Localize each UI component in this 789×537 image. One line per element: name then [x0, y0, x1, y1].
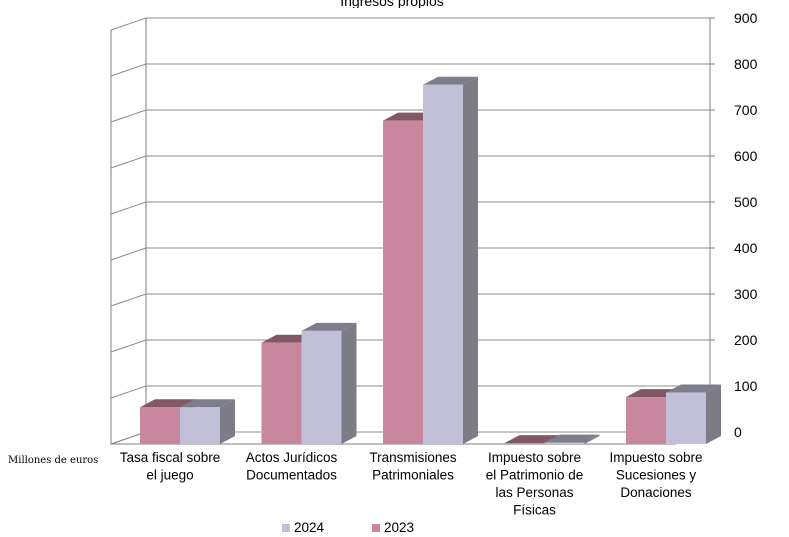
x-tick-label: Impuesto sobre: [488, 450, 581, 465]
legend-swatch: [282, 524, 290, 532]
bar-2024-3: [423, 76, 478, 445]
legend-item-2024: 2024: [282, 520, 325, 535]
legend-label: 2023: [384, 520, 414, 535]
wall-gridline: [110, 339, 147, 353]
bar-side: [706, 384, 721, 444]
x-tick-label: el Patrimonio de: [486, 468, 584, 483]
x-tick-label: el juego: [146, 468, 193, 483]
y-tick-label: 800: [734, 56, 758, 72]
bar-front: [666, 392, 706, 444]
x-tick-label: Actos Jurídicos: [246, 450, 338, 465]
bar-top: [504, 435, 560, 444]
y-tick-label: 200: [734, 332, 758, 348]
x-axis: Tasa fiscal sobre el juego Actos Jurídicos…: [120, 450, 703, 518]
legend-item-2023: 2023: [372, 520, 414, 535]
x-tick-label: Tasa fiscal sobre: [120, 450, 221, 465]
y-tick-label: 700: [734, 102, 758, 118]
wall-gridline: [110, 109, 147, 123]
legend: 2024 2023: [282, 520, 414, 535]
bar-front: [626, 397, 666, 444]
bar-top: [544, 434, 600, 443]
wall-gridline: [110, 385, 147, 399]
bar-front: [140, 407, 180, 444]
x-tick-label: las Personas: [495, 485, 573, 500]
bar-2024-2: [301, 322, 357, 444]
bar-front: [301, 330, 342, 444]
y-tick-label: 900: [734, 10, 758, 26]
wall-gridline: [110, 155, 147, 169]
left-wall: [110, 18, 147, 445]
bar-2024-5: [666, 384, 721, 444]
bar-side: [584, 434, 600, 444]
bar-top: [180, 399, 235, 408]
x-tick-label: Impuesto sobre: [609, 450, 702, 465]
bar-front: [261, 342, 302, 444]
x-tick-label: Documentados: [246, 468, 337, 483]
legend-label: 2024: [294, 520, 325, 535]
y-tick-label: 500: [734, 194, 758, 210]
y-axis: 0 100 200 300 400 500 600 700 800 900: [709, 10, 758, 440]
x-tick-label: Patrimoniales: [372, 468, 454, 483]
bar-side: [220, 399, 235, 444]
bar-front: [180, 407, 220, 444]
wall-gridline: [110, 247, 147, 261]
bar-front: [383, 120, 423, 445]
bar-top: [423, 76, 478, 85]
bar-top: [301, 322, 357, 331]
bar-top: [666, 384, 721, 393]
y-tick-label: 600: [734, 148, 758, 164]
bars: [140, 76, 721, 445]
x-tick-label: Transmisiones: [369, 450, 457, 465]
bar-2024-4: [544, 434, 600, 444]
y-tick-label: 0: [734, 424, 742, 440]
bar-front: [423, 84, 463, 445]
x-tick-label: Físicas: [513, 503, 556, 518]
wall-gridline: [110, 293, 147, 307]
bar-side: [341, 322, 357, 444]
y-tick-label: 300: [734, 286, 758, 302]
y-tick-label: 400: [734, 240, 758, 256]
legend-swatch: [372, 524, 380, 532]
wall-gridline: [110, 63, 147, 77]
bar-front: [504, 443, 545, 444]
unit-label: Millones de euros: [8, 455, 98, 466]
bar-top: [140, 399, 195, 408]
wall-gridline: [110, 201, 147, 215]
x-tick-label: Donaciones: [620, 485, 692, 500]
bar-side: [463, 76, 478, 445]
y-tick-label: 100: [734, 378, 758, 394]
bar-2024-1: [180, 399, 235, 444]
wall-gridline: [110, 17, 147, 31]
x-tick-label: Sucesiones y: [616, 468, 697, 483]
chart-title: Ingresos propios: [340, 0, 444, 9]
bar-front: [544, 442, 585, 444]
